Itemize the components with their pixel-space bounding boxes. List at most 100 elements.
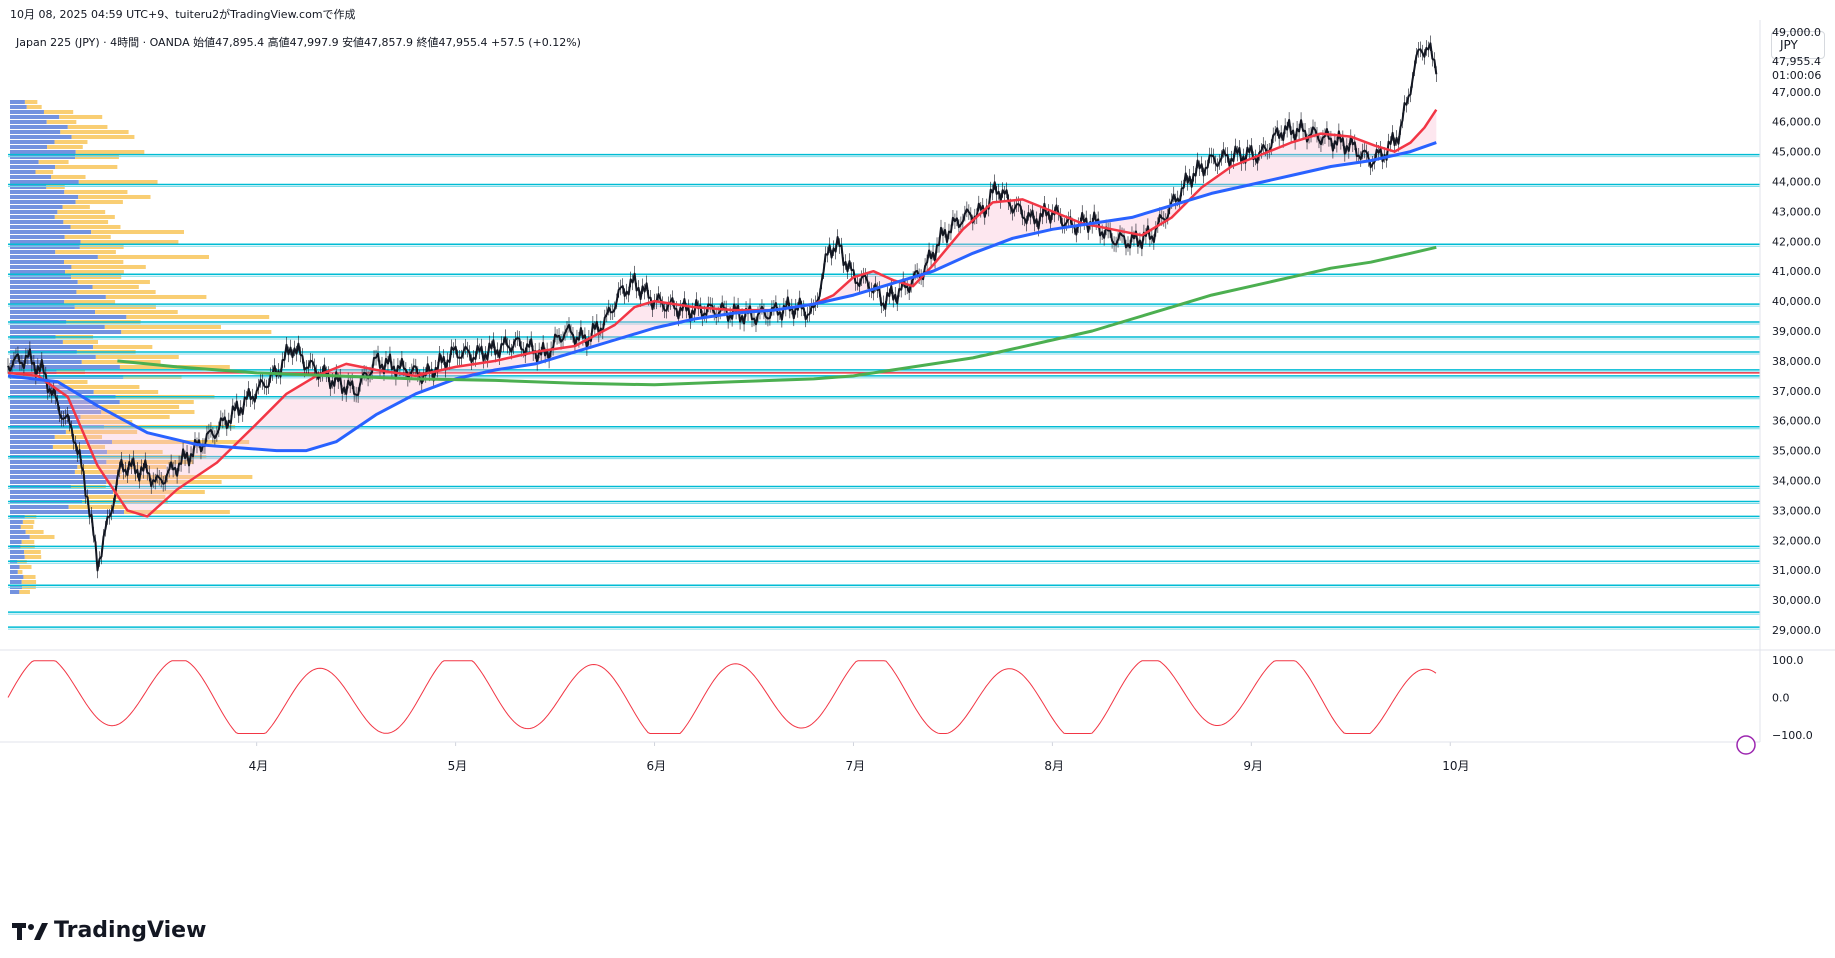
osc-y-label: 100.0 xyxy=(1772,654,1804,667)
profile-bar-buy xyxy=(10,520,23,524)
profile-bar-sell xyxy=(113,490,205,494)
oscillator-line xyxy=(7,660,1437,734)
osc-y-label: 0.0 xyxy=(1772,692,1790,705)
y-tick-label: 41,000.0 xyxy=(1772,265,1821,278)
profile-bar-sell xyxy=(35,170,54,174)
profile-bar-sell xyxy=(105,295,207,299)
profile-bar-sell xyxy=(80,420,133,424)
profile-bar-buy xyxy=(10,330,122,334)
profile-bar-buy xyxy=(10,275,72,279)
profile-bar-buy xyxy=(10,540,22,544)
profile-bar-sell xyxy=(106,480,222,484)
profile-bar-sell xyxy=(77,280,150,284)
profile-bar-sell xyxy=(78,180,158,184)
profile-bar-sell xyxy=(24,550,41,554)
profile-bar-sell xyxy=(121,330,272,334)
alert-icon xyxy=(1736,735,1756,755)
profile-bar-buy xyxy=(10,420,81,424)
tradingview-brand[interactable]: TradingView xyxy=(12,918,206,943)
profile-bar-buy xyxy=(10,550,25,554)
profile-bar-sell xyxy=(57,380,88,384)
profile-bar-buy xyxy=(10,365,120,369)
profile-bar-buy xyxy=(10,220,64,224)
profile-bar-sell xyxy=(64,235,111,239)
profile-bar-sell xyxy=(93,390,159,394)
profile-bar-sell xyxy=(54,140,88,144)
profile-bar-sell xyxy=(70,225,121,229)
profile-bar-buy xyxy=(10,355,96,359)
x-tick-label: 9月 xyxy=(1243,759,1263,773)
profile-bar-buy xyxy=(10,430,66,434)
profile-bar-sell xyxy=(64,300,116,304)
profile-bar-buy xyxy=(10,230,92,234)
profile-bar-sell xyxy=(101,410,195,414)
x-tick-label: 4月 xyxy=(249,759,269,773)
profile-bar-buy xyxy=(10,565,20,569)
profile-bar-sell xyxy=(93,345,153,349)
profile-bar-sell xyxy=(21,540,35,544)
profile-bar-buy xyxy=(10,105,27,109)
profile-bar-sell xyxy=(62,205,90,209)
profile-bar-buy xyxy=(10,555,25,559)
profile-bar-buy xyxy=(10,400,120,404)
profile-bar-buy xyxy=(10,470,75,474)
profile-bar-buy xyxy=(10,340,63,344)
profile-bar-sell xyxy=(46,120,77,124)
profile-bar-sell xyxy=(59,115,103,119)
profile-bar-buy xyxy=(10,440,113,444)
series-line-1 xyxy=(7,109,1438,518)
profile-bar-sell xyxy=(95,310,178,314)
currency-button[interactable]: JPY xyxy=(1771,31,1825,59)
profile-bar-sell xyxy=(106,460,194,464)
profile-bar-sell xyxy=(51,175,86,179)
profile-bar-buy xyxy=(10,380,58,384)
x-tick-label: 10月 xyxy=(1442,759,1469,773)
profile-bar-sell xyxy=(71,135,135,139)
profile-bar-buy xyxy=(10,225,71,229)
profile-bar-buy xyxy=(10,505,69,509)
profile-bar-buy xyxy=(10,260,65,264)
x-tick-label: 5月 xyxy=(448,759,468,773)
profile-bar-sell xyxy=(75,200,123,204)
profile-bar-sell xyxy=(54,435,103,439)
profile-bar-sell xyxy=(57,210,106,214)
profile-bar-sell xyxy=(76,290,156,294)
profile-bar-sell xyxy=(67,125,108,129)
profile-bar-sell xyxy=(54,215,115,219)
profile-bar-sell xyxy=(60,130,129,134)
y-tick-label: 49,000.0 xyxy=(1772,26,1821,39)
horizontal-levels xyxy=(8,153,1760,630)
profile-bar-sell xyxy=(80,240,179,244)
profile-bar-buy xyxy=(10,110,44,114)
volume-profile xyxy=(10,100,272,594)
y-tick-label: 29,000.0 xyxy=(1772,624,1821,637)
profile-bar-buy xyxy=(10,290,77,294)
profile-bar-sell xyxy=(95,355,179,359)
profile-bar-buy xyxy=(10,255,98,259)
x-axis: 4月 5月 6月 7月 8月 9月 10月 xyxy=(249,742,1470,773)
profile-bar-buy xyxy=(10,165,56,169)
profile-bar-sell xyxy=(106,450,163,454)
profile-bar-sell xyxy=(62,340,99,344)
profile-bar-sell xyxy=(75,150,145,154)
profile-bar-buy xyxy=(10,100,25,104)
profile-bar-sell xyxy=(119,475,253,479)
profile-bar-buy xyxy=(10,160,39,164)
profile-bar-buy xyxy=(10,525,21,529)
profile-bar-sell xyxy=(19,565,32,569)
series-line-0 xyxy=(7,42,1438,572)
profile-bar-sell xyxy=(46,185,65,189)
profile-bar-sell xyxy=(47,145,83,149)
profile-bar-buy xyxy=(10,170,36,174)
profile-bar-buy xyxy=(10,115,60,119)
y-tick-label: 40,000.0 xyxy=(1772,295,1821,308)
profile-bar-sell xyxy=(24,555,42,559)
y-tick-label: 31,000.0 xyxy=(1772,564,1821,577)
profile-bar-buy xyxy=(10,210,58,214)
y-tick-label: 37,000.0 xyxy=(1772,385,1821,398)
profile-bar-buy xyxy=(10,120,47,124)
profile-bar-buy xyxy=(10,435,55,439)
profile-bar-buy xyxy=(10,405,99,409)
profile-bar-sell xyxy=(79,245,124,249)
